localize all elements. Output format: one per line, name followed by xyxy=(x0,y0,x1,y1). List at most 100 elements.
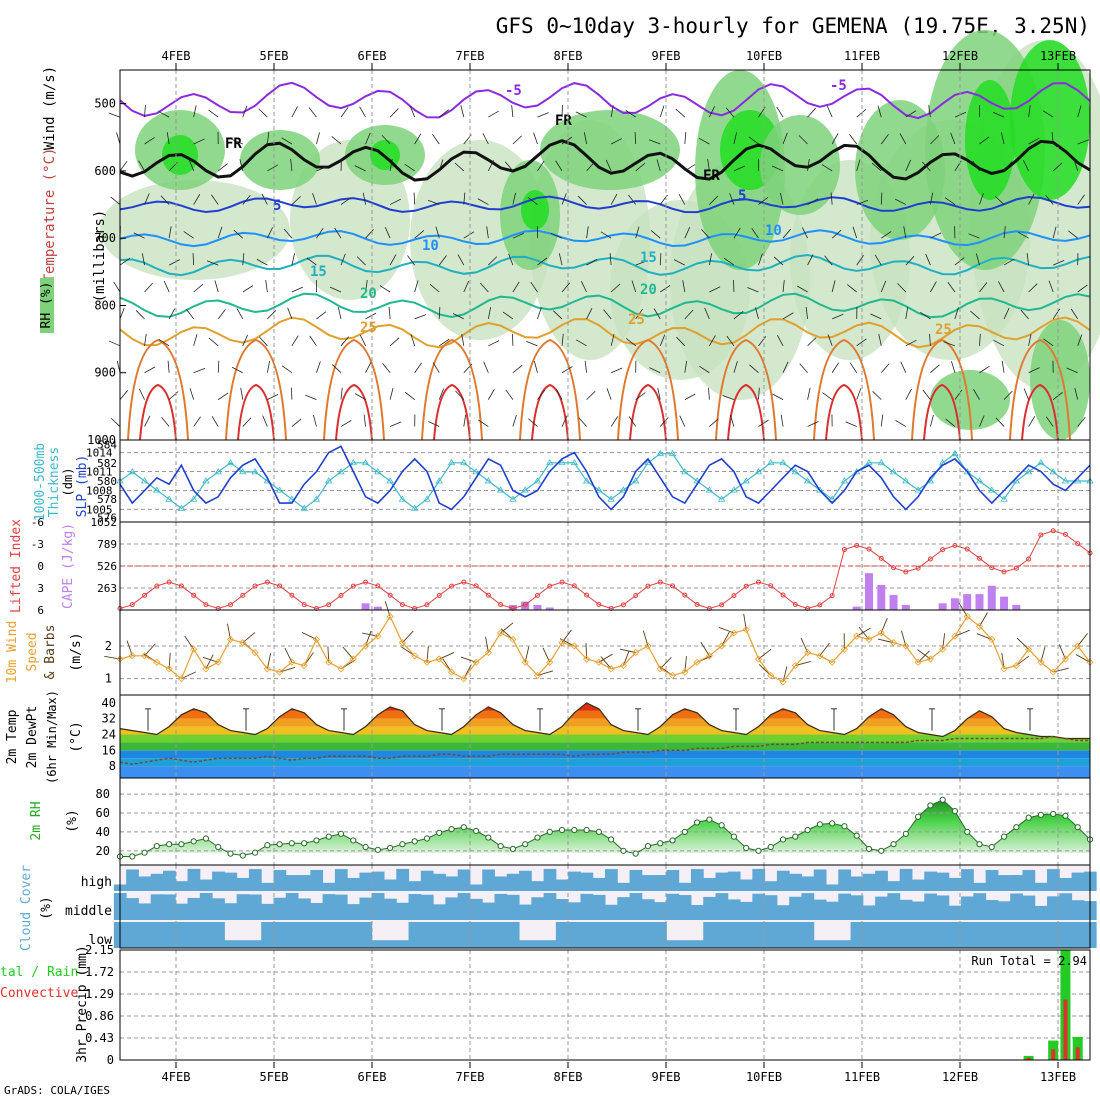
cloud-bar xyxy=(605,869,618,891)
cloud-bar xyxy=(1059,893,1072,920)
cloud-bar xyxy=(409,881,422,891)
cloud-bar xyxy=(421,871,434,891)
precip-tick-label: 0 xyxy=(107,1053,114,1067)
pressure-tick-label: 900 xyxy=(94,366,116,380)
cloud-bar xyxy=(237,878,250,891)
cloud-bar xyxy=(703,922,716,948)
cloud-bar xyxy=(138,922,151,948)
rh-point xyxy=(928,803,933,808)
cloud-bar xyxy=(912,880,925,891)
cloud-bar xyxy=(372,940,385,948)
cloud-bar xyxy=(777,871,790,891)
rh-point xyxy=(977,842,982,847)
rh-point xyxy=(523,842,528,847)
top-day-label: 12FEB xyxy=(942,49,978,63)
rh-point xyxy=(265,843,270,848)
cloud-bar xyxy=(396,869,409,891)
cloud-bar xyxy=(531,897,544,920)
rh-point xyxy=(154,843,159,848)
cape-bar xyxy=(902,605,910,610)
rh-point xyxy=(326,834,331,839)
cloud-bar xyxy=(998,901,1011,920)
cloud-bar xyxy=(359,922,372,948)
cape-bar xyxy=(374,607,382,610)
cloud-bar xyxy=(801,893,814,920)
wind-barb xyxy=(109,113,120,117)
cloud-bar xyxy=(593,922,606,948)
rh-point xyxy=(203,836,208,841)
cloud-bar xyxy=(335,895,348,920)
cloud-bar xyxy=(875,871,888,891)
cloud-bar xyxy=(507,895,520,920)
top-day-label: 7FEB xyxy=(456,49,485,63)
cloud-bar xyxy=(261,922,274,948)
cloud-bar xyxy=(507,874,520,891)
cloud-bar xyxy=(789,874,802,891)
bottom-day-label: 6FEB xyxy=(358,1070,387,1084)
cloud-bar xyxy=(200,880,213,891)
run-total-label: Run Total = 2.94 xyxy=(971,954,1087,968)
temp-band xyxy=(120,727,1090,735)
slp-axis-label: SLP (mb) xyxy=(75,455,90,518)
cloud-bar xyxy=(900,922,913,948)
rh-point xyxy=(842,824,847,829)
cloud-bar xyxy=(1059,878,1072,891)
rh-tick-label: 60 xyxy=(96,806,110,820)
bottom-day-label: 13FEB xyxy=(1040,1070,1076,1084)
cloud-bar xyxy=(937,895,950,920)
cloud-bar xyxy=(789,897,802,920)
rh-point xyxy=(240,853,245,858)
cloud-bar xyxy=(838,869,851,891)
pressure-tick-label: 500 xyxy=(94,97,116,111)
top-day-label: 8FEB xyxy=(554,49,583,63)
cape-bar xyxy=(951,598,959,610)
thickness-unit-label: (dm) xyxy=(61,468,75,497)
cloud-bar xyxy=(691,869,704,891)
rh-point xyxy=(191,839,196,844)
pressure-tick-label: 600 xyxy=(94,164,116,178)
isotherm-label: 15 xyxy=(310,264,327,280)
cloud-bar xyxy=(237,940,250,948)
cloud-bar xyxy=(237,894,250,920)
cloud-bar xyxy=(924,894,937,920)
cloud-bar xyxy=(556,922,569,948)
rh-unit-label: (%) xyxy=(65,809,80,832)
rh-point xyxy=(780,837,785,842)
cloud-axis-label: Cloud Cover xyxy=(19,865,34,951)
cloud-bar xyxy=(212,898,225,920)
wind-axis-label: 10m Wind xyxy=(5,621,20,684)
wind-speed-line xyxy=(120,617,1090,682)
cape-bar xyxy=(362,603,370,610)
cloud-bar xyxy=(458,869,471,891)
cloud-bar xyxy=(458,893,471,920)
pressure-axis-label: (millibars) xyxy=(92,210,108,303)
rh-point xyxy=(1026,815,1031,820)
top-day-label: 5FEB xyxy=(260,49,289,63)
cloud-bar xyxy=(531,881,544,891)
cloud-bar xyxy=(580,894,593,920)
isotherm-label: 25 xyxy=(628,312,645,328)
rh-point xyxy=(965,829,970,834)
cloud-bar xyxy=(814,940,827,948)
wind-barb xyxy=(109,341,120,346)
cloud-bar xyxy=(961,869,974,891)
rh-point xyxy=(744,845,749,850)
wind-axis-label: & Barbs xyxy=(43,625,58,680)
cloud-bar xyxy=(863,922,876,948)
cloud-bar xyxy=(200,922,213,948)
precip-convective-bar xyxy=(1051,1049,1055,1060)
wind-barb xyxy=(116,133,120,144)
cloud-bar xyxy=(630,870,643,891)
cloud-bar xyxy=(163,894,176,920)
cloud-bar xyxy=(1010,922,1023,948)
cloud-bar xyxy=(151,874,164,891)
cloud-bar xyxy=(224,940,237,948)
cloud-bar xyxy=(261,883,274,891)
cloud-bar xyxy=(1072,900,1085,920)
cloud-bar xyxy=(887,922,900,948)
bottom-day-label: 8FEB xyxy=(554,1070,583,1084)
cloud-level-label: high xyxy=(81,875,112,890)
